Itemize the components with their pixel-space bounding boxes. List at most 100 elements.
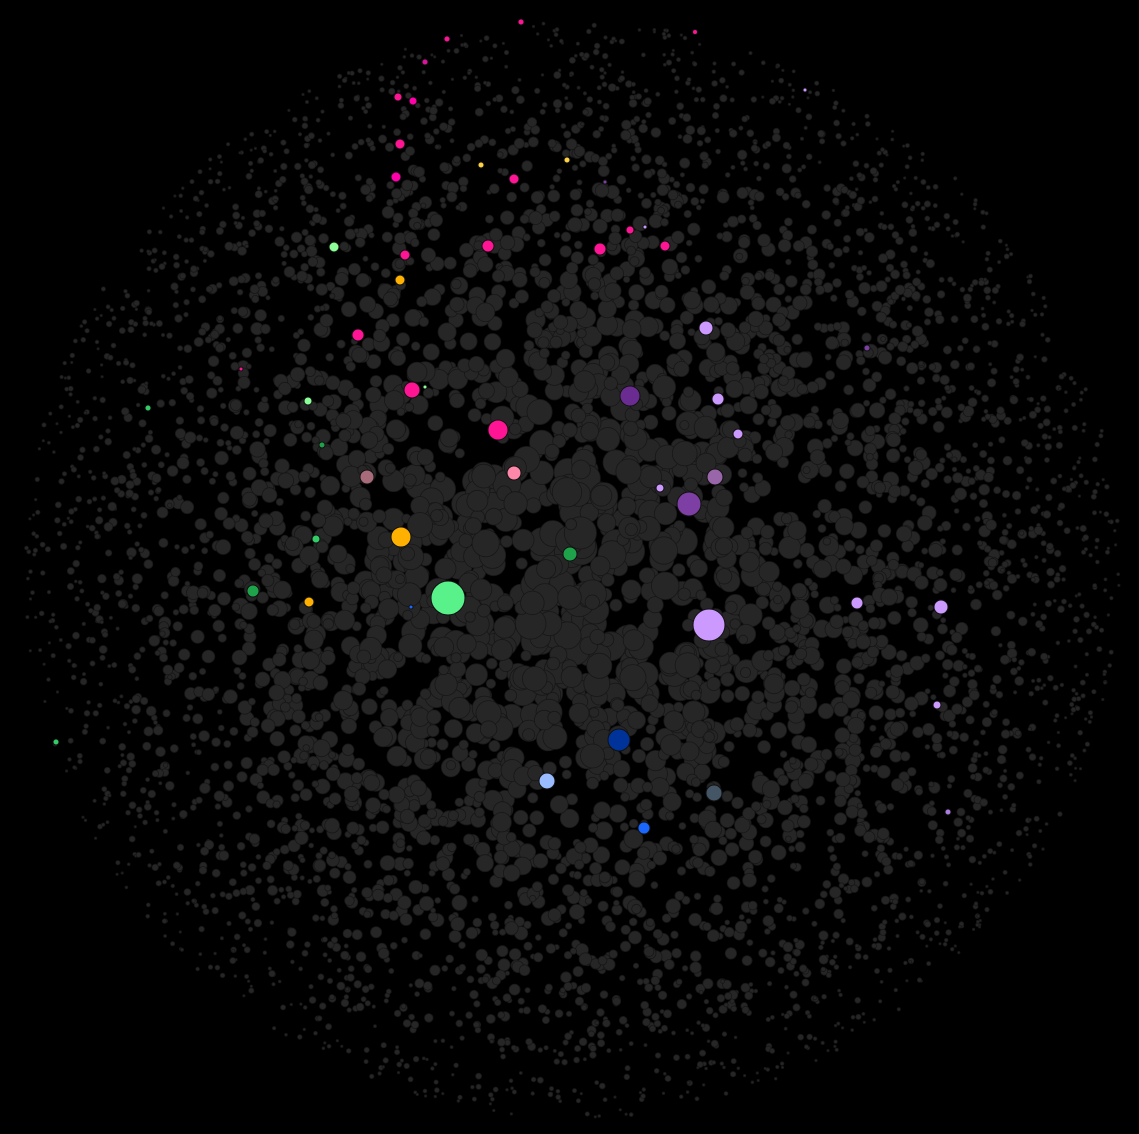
background-bubble	[304, 184, 314, 195]
background-bubble	[980, 306, 985, 311]
background-bubble	[399, 1058, 404, 1063]
background-bubble	[421, 1056, 426, 1061]
background-bubble	[582, 91, 588, 96]
background-bubble	[792, 240, 805, 252]
background-bubble	[393, 652, 404, 663]
background-bubble	[283, 432, 298, 447]
background-bubble	[107, 501, 117, 512]
background-bubble	[967, 678, 978, 690]
background-bubble	[715, 489, 733, 507]
background-bubble	[558, 928, 568, 938]
background-bubble	[935, 650, 946, 661]
background-bubble	[408, 1013, 416, 1021]
background-bubble	[558, 38, 564, 44]
background-bubble	[690, 689, 702, 701]
background-bubble	[671, 48, 675, 53]
background-bubble	[351, 886, 358, 894]
background-bubble	[196, 587, 209, 599]
background-bubble	[207, 250, 215, 258]
background-bubble	[504, 689, 518, 702]
background-bubble	[472, 1021, 480, 1029]
background-bubble	[344, 895, 355, 907]
background-bubble	[81, 815, 85, 819]
background-bubble	[599, 114, 606, 121]
background-bubble	[1061, 598, 1067, 605]
background-bubble	[277, 472, 295, 489]
background-bubble	[597, 955, 608, 966]
background-bubble	[674, 89, 679, 95]
background-bubble	[953, 508, 960, 514]
background-bubble	[993, 486, 1001, 495]
background-bubble	[260, 718, 276, 733]
background-bubble	[272, 580, 292, 600]
background-bubble	[485, 678, 496, 689]
background-bubble	[297, 328, 305, 336]
background-bubble	[889, 721, 905, 737]
background-bubble	[325, 1023, 333, 1031]
background-bubble	[934, 397, 942, 405]
background-bubble	[63, 376, 68, 380]
background-bubble	[616, 174, 627, 185]
background-bubble	[889, 749, 903, 763]
background-bubble	[425, 1057, 429, 1062]
background-bubble	[138, 419, 147, 428]
background-bubble	[324, 884, 332, 892]
background-bubble	[900, 260, 908, 269]
background-bubble	[729, 97, 735, 103]
background-bubble	[874, 968, 881, 975]
background-bubble	[720, 403, 735, 418]
background-bubble	[665, 59, 673, 66]
background-bubble	[674, 271, 682, 280]
background-bubble	[317, 166, 325, 174]
background-bubble	[137, 523, 143, 529]
background-bubble	[675, 251, 688, 264]
background-bubble	[1088, 553, 1093, 558]
background-bubble	[978, 279, 985, 287]
background-bubble	[322, 618, 335, 630]
background-bubble	[555, 862, 567, 875]
background-bubble	[297, 1034, 303, 1040]
background-bubble	[1069, 481, 1077, 489]
background-bubble	[848, 190, 857, 200]
background-bubble	[628, 98, 638, 108]
background-bubble	[851, 121, 856, 127]
background-bubble	[255, 854, 262, 860]
background-bubble	[1083, 387, 1088, 392]
background-bubble	[181, 186, 185, 190]
background-bubble	[683, 477, 699, 492]
background-bubble	[490, 1096, 495, 1102]
background-bubble	[633, 115, 641, 123]
background-bubble	[730, 1005, 738, 1012]
background-bubble	[448, 1010, 455, 1017]
background-bubble	[569, 73, 573, 77]
background-bubble	[66, 516, 70, 520]
background-bubble	[103, 521, 114, 532]
background-bubble	[805, 153, 813, 161]
background-bubble	[433, 1062, 438, 1067]
background-bubble	[462, 75, 468, 81]
background-bubble	[875, 311, 887, 323]
background-bubble	[961, 240, 965, 244]
background-bubble	[156, 399, 165, 408]
background-bubble	[654, 1052, 662, 1059]
background-bubble	[403, 47, 407, 51]
background-bubble	[526, 398, 553, 425]
background-bubble	[719, 270, 730, 281]
background-bubble	[923, 200, 932, 208]
background-bubble	[206, 387, 218, 399]
background-bubble	[571, 164, 579, 172]
background-bubble	[685, 239, 693, 247]
background-bubble	[247, 697, 256, 706]
background-bubble	[1061, 486, 1067, 492]
background-bubble	[249, 441, 266, 458]
background-bubble	[640, 737, 655, 752]
background-bubble	[101, 631, 109, 638]
background-bubble	[1043, 405, 1052, 413]
background-bubble	[876, 844, 886, 853]
background-bubble	[814, 90, 821, 97]
background-bubble	[971, 927, 976, 932]
background-bubble	[954, 231, 961, 237]
background-bubble	[755, 1071, 759, 1075]
background-bubble	[865, 452, 874, 461]
background-bubble	[1036, 677, 1042, 683]
